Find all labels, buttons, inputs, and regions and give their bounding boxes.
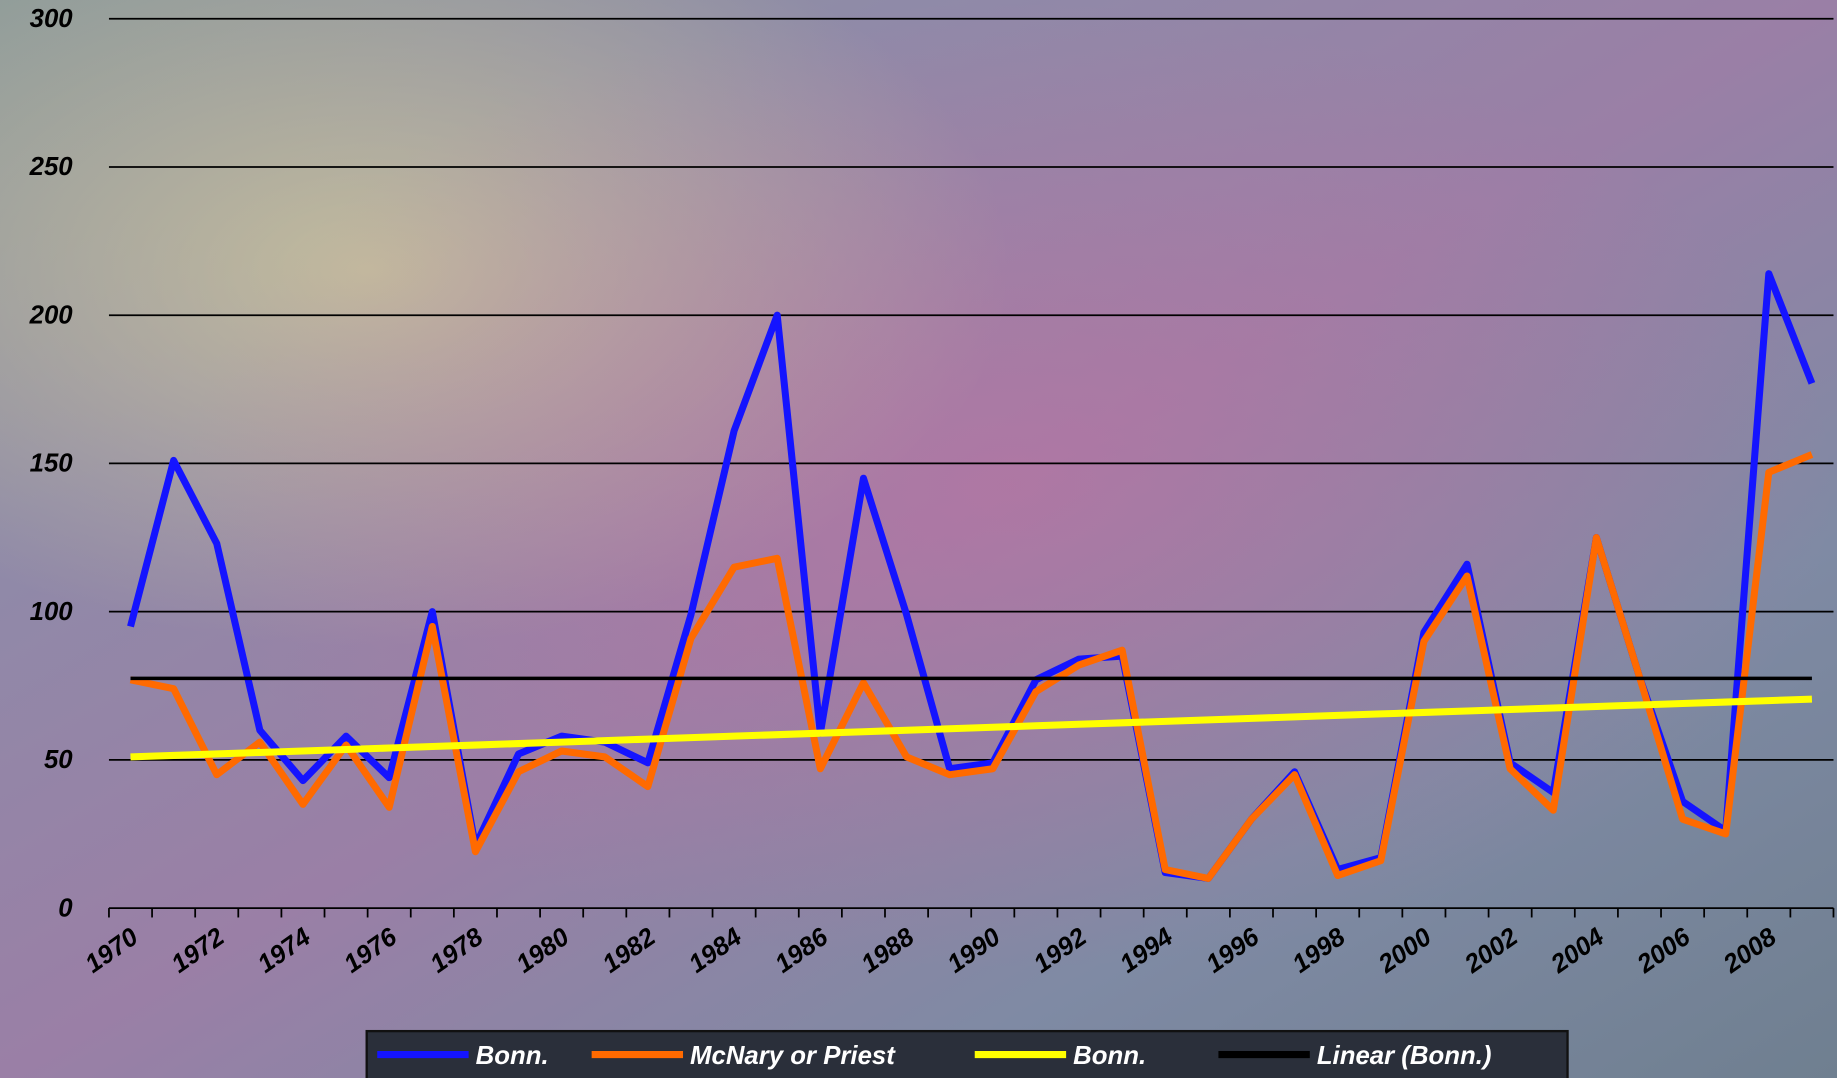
y-tick-label: 250 bbox=[29, 153, 74, 181]
y-tick-label: 150 bbox=[30, 450, 74, 478]
series-line bbox=[127, 270, 1816, 882]
y-tick-label: 100 bbox=[30, 598, 74, 626]
series-line bbox=[129, 451, 1814, 882]
grid: 0 50 100 150 200 250 300 bbox=[29, 5, 1834, 922]
y-tick-label: 0 bbox=[58, 894, 73, 922]
legend-label: McNary or Priest bbox=[690, 1042, 896, 1070]
legend-label: Bonn. bbox=[1073, 1042, 1146, 1070]
y-tick-label: 300 bbox=[30, 5, 74, 33]
y-tick-label: 50 bbox=[44, 746, 73, 774]
legend-label: Linear (Bonn.) bbox=[1317, 1042, 1492, 1070]
legend: Bonn. McNary or Priest Bonn. Linear (Bonn.) bbox=[377, 1042, 1491, 1070]
y-tick-label: 200 bbox=[29, 301, 74, 329]
plot bbox=[127, 270, 1816, 882]
legend-box bbox=[365, 1029, 1569, 1078]
legend-label: Bonn. bbox=[476, 1042, 549, 1070]
series-line bbox=[130, 695, 1813, 761]
